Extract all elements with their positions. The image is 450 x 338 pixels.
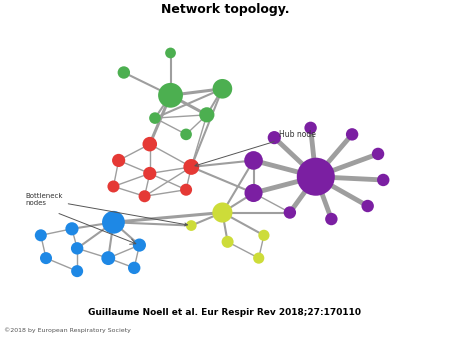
Point — [188, 223, 195, 228]
Point — [105, 256, 112, 261]
Point — [224, 239, 231, 244]
Point — [183, 187, 190, 192]
Point — [167, 93, 174, 98]
Point — [250, 158, 257, 163]
Point — [271, 135, 278, 140]
Point — [151, 115, 158, 121]
Point — [130, 265, 138, 271]
Point — [73, 246, 81, 251]
Point — [328, 216, 335, 222]
Point — [141, 194, 148, 199]
Text: Network topology.: Network topology. — [161, 3, 289, 16]
Point — [183, 132, 190, 137]
Point — [307, 125, 314, 130]
Point — [167, 50, 174, 56]
Text: Guillaume Noell et al. Eur Respir Rev 2018;27:170110: Guillaume Noell et al. Eur Respir Rev 20… — [89, 308, 361, 317]
Point — [42, 256, 50, 261]
Point — [312, 174, 319, 179]
Point — [219, 86, 226, 92]
Point — [219, 210, 226, 215]
Point — [146, 171, 153, 176]
Text: ©2018 by European Respiratory Society: ©2018 by European Respiratory Society — [4, 327, 131, 333]
Point — [374, 151, 382, 156]
Point — [136, 242, 143, 248]
Point — [188, 164, 195, 170]
Point — [255, 256, 262, 261]
Text: Hub node: Hub node — [195, 130, 316, 166]
Point — [364, 203, 371, 209]
Point — [115, 158, 122, 163]
Point — [348, 132, 356, 137]
Point — [110, 220, 117, 225]
Point — [286, 210, 293, 215]
Point — [73, 268, 81, 274]
Point — [380, 177, 387, 183]
Point — [110, 184, 117, 189]
Point — [68, 226, 76, 232]
Point — [203, 112, 211, 118]
Text: Bottleneck
nodes: Bottleneck nodes — [25, 193, 188, 226]
Point — [120, 70, 127, 75]
Point — [250, 190, 257, 196]
Point — [146, 141, 153, 147]
Point — [37, 233, 45, 238]
Point — [260, 233, 267, 238]
